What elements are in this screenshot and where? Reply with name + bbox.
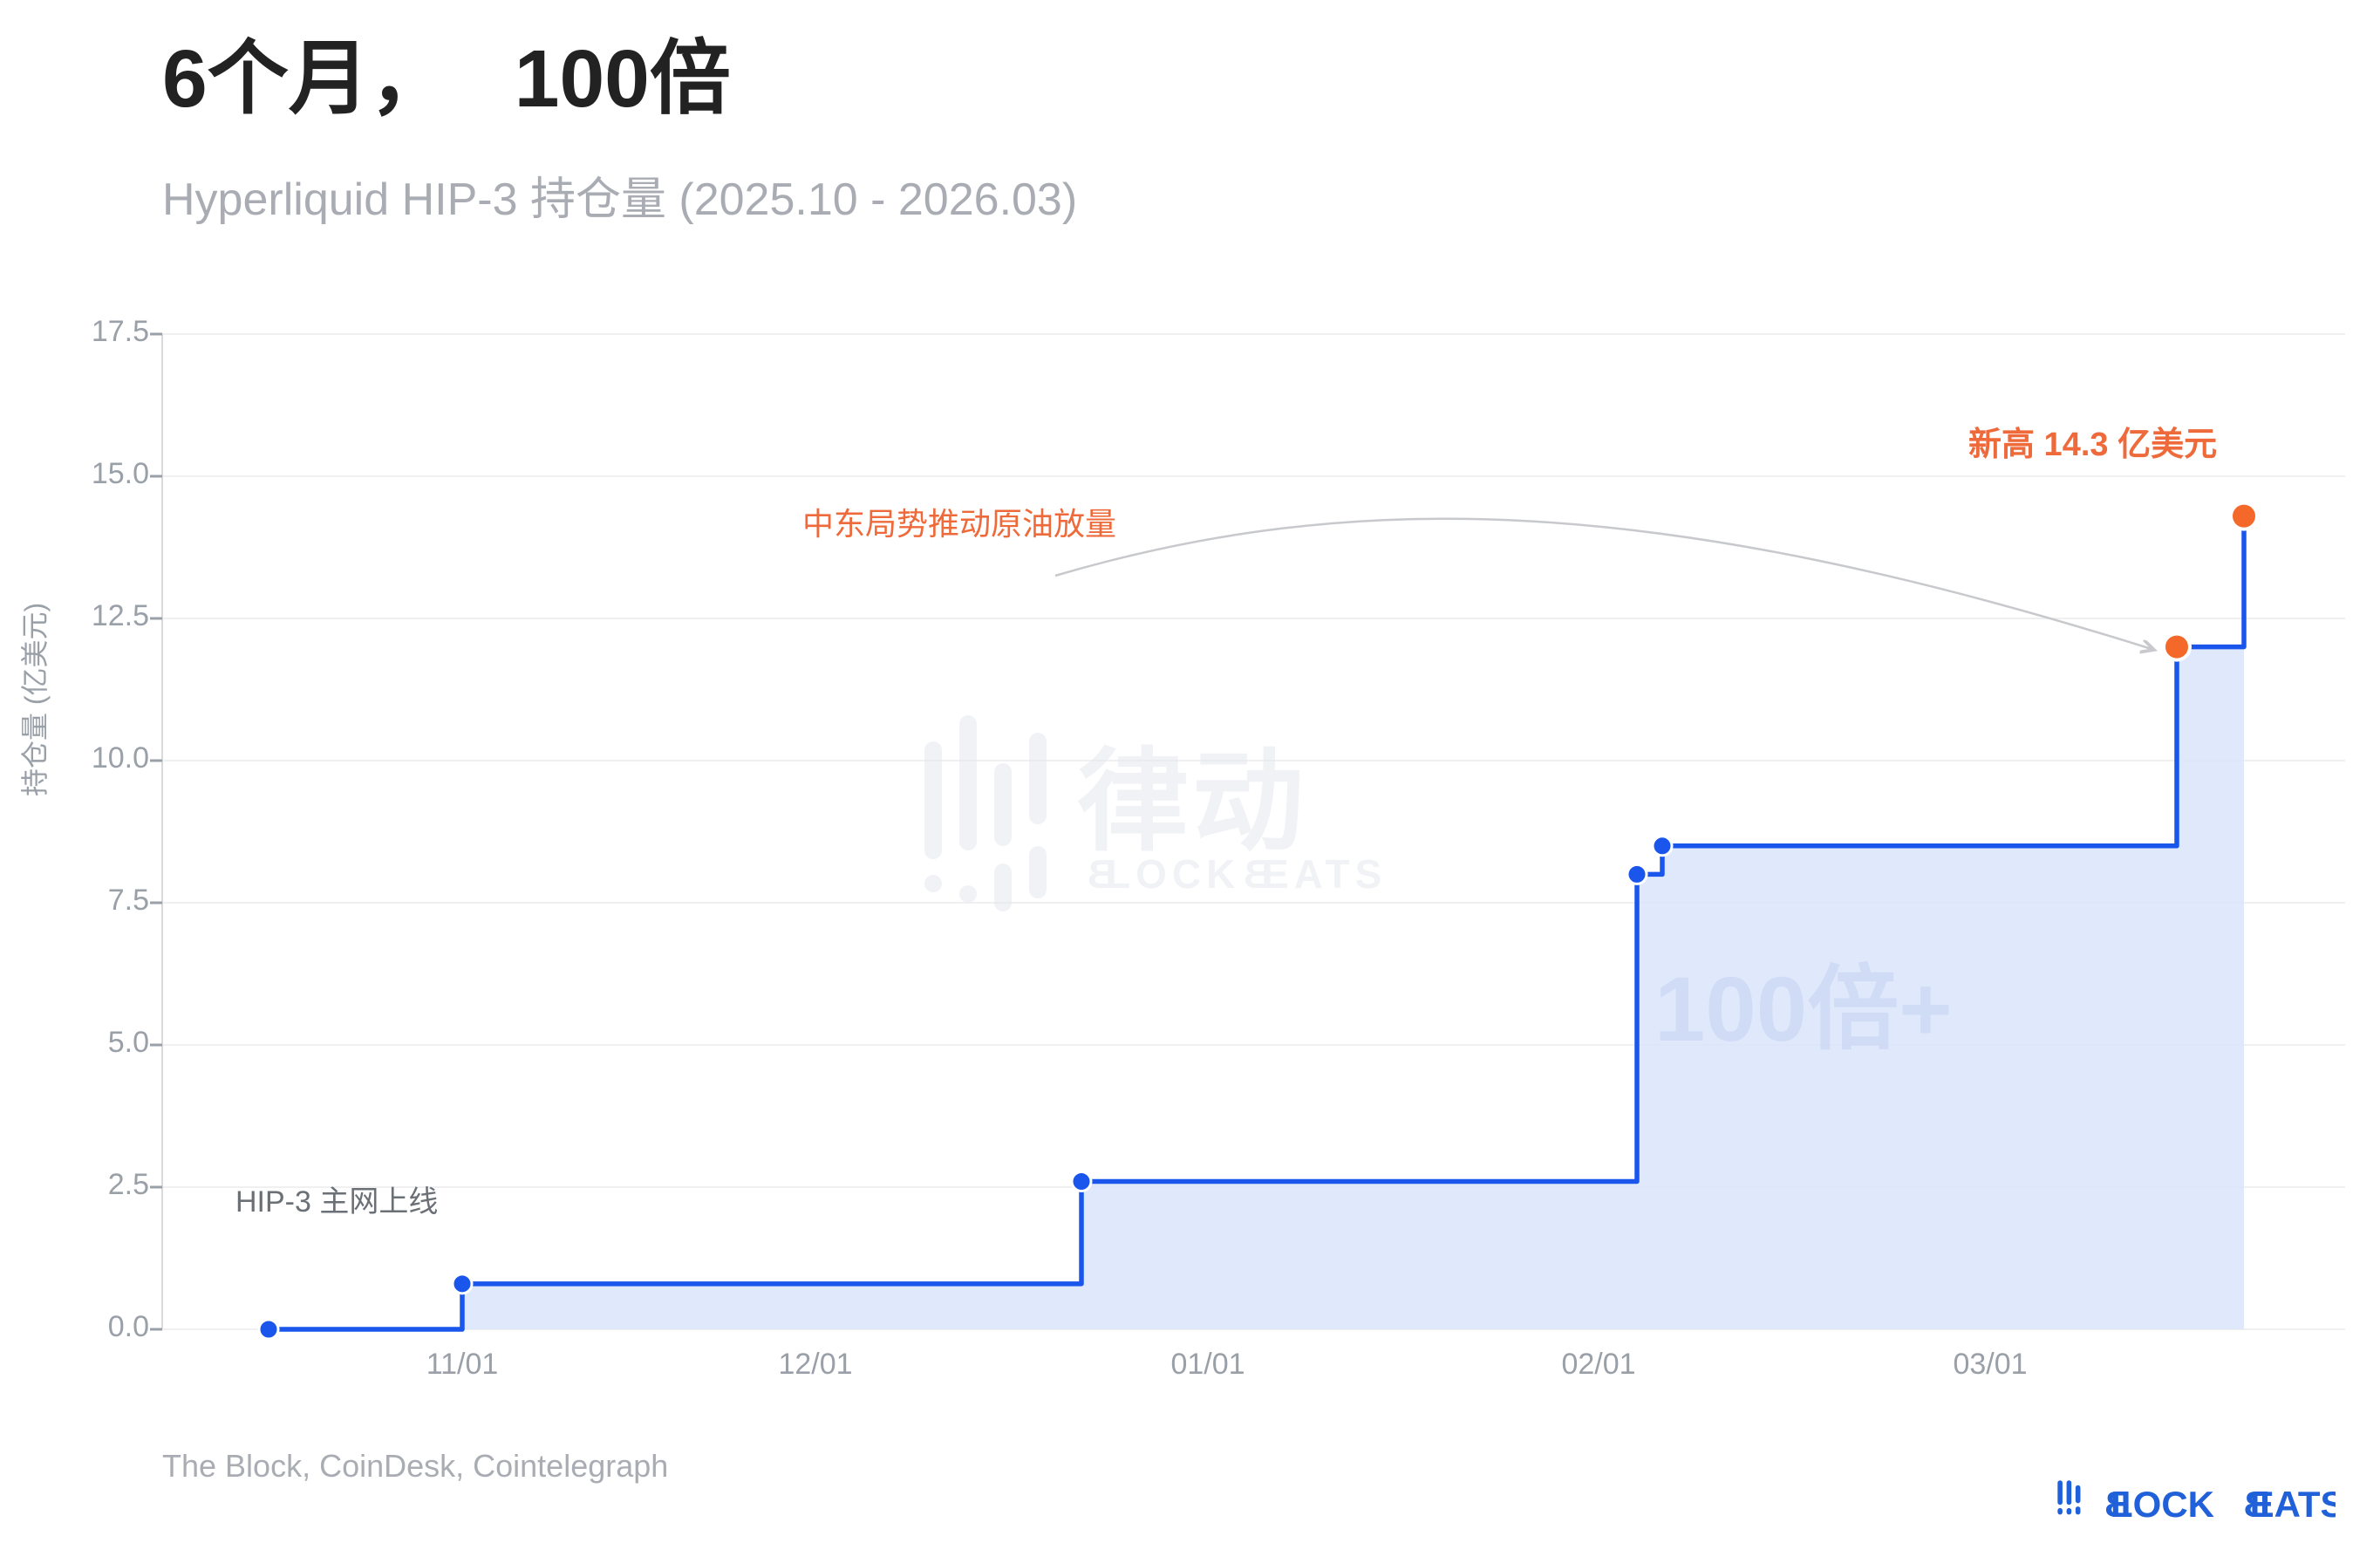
svg-text:EATS: EATS — [2250, 1484, 2336, 1525]
svg-text:LOCK: LOCK — [1106, 851, 1240, 897]
svg-text:EATS: EATS — [1262, 851, 1387, 897]
svg-text:LOCK: LOCK — [2111, 1484, 2214, 1525]
